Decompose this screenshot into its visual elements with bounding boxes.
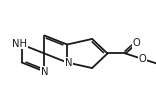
Text: O: O [139, 54, 146, 64]
Text: O: O [133, 38, 141, 48]
Text: NH: NH [12, 39, 27, 49]
Text: N: N [41, 67, 48, 77]
Text: N: N [65, 58, 73, 68]
